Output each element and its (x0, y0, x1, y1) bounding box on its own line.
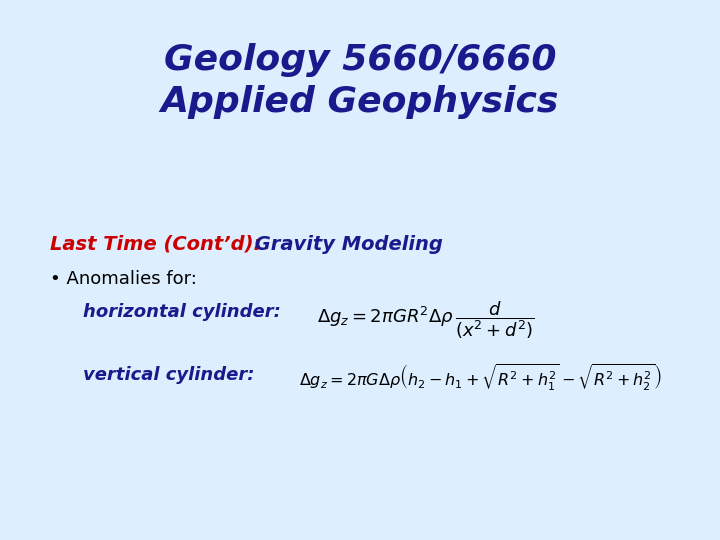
Text: horizontal cylinder:: horizontal cylinder: (83, 303, 281, 321)
Text: Last Time (Cont’d):: Last Time (Cont’d): (50, 235, 261, 254)
Text: Gravity Modeling: Gravity Modeling (248, 235, 444, 254)
Text: • Anomalies for:: • Anomalies for: (50, 270, 197, 288)
Text: $\Delta g_z = 2\pi G R^2 \Delta\rho \, \dfrac{d}{\left(x^2 + d^2\right)}$: $\Delta g_z = 2\pi G R^2 \Delta\rho \, \… (317, 299, 534, 341)
Text: Geology 5660/6660
Applied Geophysics: Geology 5660/6660 Applied Geophysics (161, 43, 559, 119)
Text: vertical cylinder:: vertical cylinder: (83, 366, 254, 384)
Text: $\Delta g_z = 2\pi G \Delta\rho \left( h_2 - h_1 + \sqrt{R^2 + h_1^2} - \sqrt{R^: $\Delta g_z = 2\pi G \Delta\rho \left( h… (299, 363, 662, 393)
